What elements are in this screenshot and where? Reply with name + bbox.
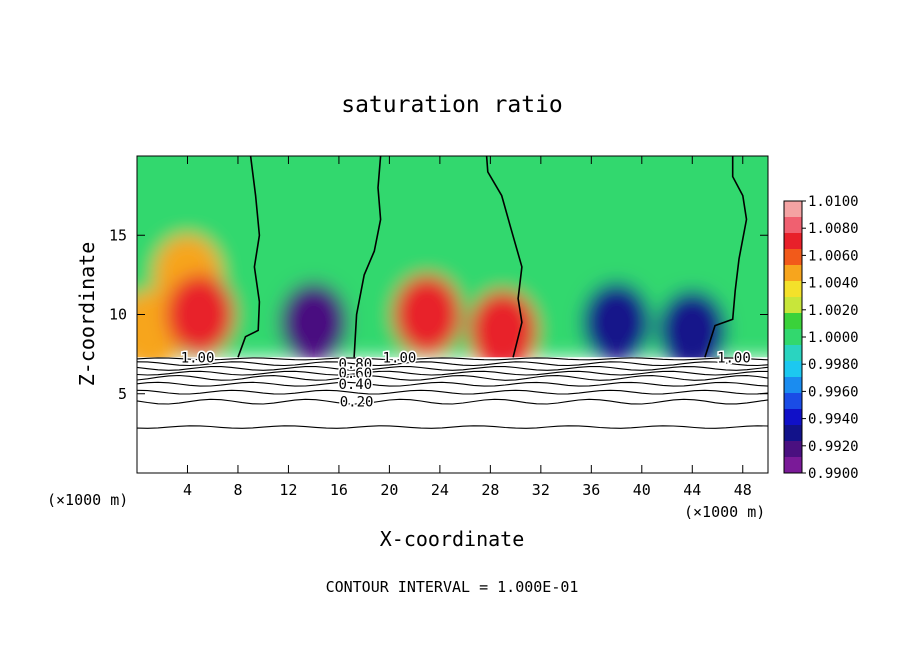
saturation-contour [704, 156, 748, 358]
x-tick-label: 40 [633, 481, 651, 499]
colorbar-swatch [784, 265, 802, 282]
colorbar-label: 1.0000 [808, 330, 859, 346]
colorbar-label: 0.9980 [808, 357, 859, 373]
contour-label: 0.20 [340, 395, 374, 411]
field-point [166, 274, 235, 355]
colorbar-swatch [784, 441, 802, 458]
contour-line [137, 357, 768, 361]
colorbar-swatch [784, 201, 802, 218]
contour-label: 1.00 [717, 350, 751, 366]
colorbar-swatch [784, 377, 802, 394]
colorbar-swatch [784, 249, 802, 266]
field-point [393, 274, 462, 355]
colorbar-swatch [784, 393, 802, 410]
saturation-contour [353, 156, 382, 358]
colorbar-label: 1.0060 [808, 248, 859, 264]
y-axis-label: Z-coordinate [75, 242, 99, 387]
x-tick-label: 20 [380, 481, 398, 499]
field-point [658, 290, 727, 371]
saturation-contour [485, 156, 523, 358]
contour-line [137, 374, 768, 381]
contour-label: 0.60 [338, 366, 372, 382]
colorbar-swatch [784, 313, 802, 330]
colorbar-swatch [784, 425, 802, 442]
colorbar-swatch [784, 457, 802, 474]
colorbar-label: 1.0040 [808, 276, 859, 292]
contour-line [137, 389, 768, 395]
colorbar-label: 1.0020 [808, 303, 859, 319]
x-unit-right: (×1000 m) [684, 503, 765, 521]
colorbar-label: 1.0080 [808, 221, 859, 237]
contour-line [137, 381, 768, 387]
contour-line [137, 361, 768, 367]
field-point [279, 282, 348, 363]
saturation-field [137, 156, 768, 371]
x-axis-label: X-coordinate [380, 527, 525, 551]
contour-line [137, 366, 768, 371]
colorbar-swatch [784, 361, 802, 378]
colorbar-label: 0.9940 [808, 412, 859, 428]
contour-line [137, 425, 768, 429]
colorbar-swatch [784, 233, 802, 250]
field-point [582, 282, 651, 363]
colorbar-swatch [784, 329, 802, 346]
field-point [481, 156, 550, 228]
colorbar-swatch [784, 217, 802, 234]
contours: 1.00 0.800.600.40 0.20 1.00 1.00 [137, 156, 768, 429]
contour-label: 0.40 [338, 377, 372, 393]
saturation-contour [237, 156, 261, 358]
colorbar-label: 0.9960 [808, 384, 859, 400]
y-tick-label: 10 [109, 306, 127, 324]
contour-line [137, 370, 768, 376]
x-tick-label: 12 [279, 481, 297, 499]
colorbar-swatch [784, 297, 802, 314]
x-tick-label: 4 [183, 481, 192, 499]
x-tick-label: 48 [734, 481, 752, 499]
x-tick-label: 28 [481, 481, 499, 499]
x-tick-label: 32 [532, 481, 550, 499]
colorbar-swatch [784, 345, 802, 362]
contour-interval-note: CONTOUR INTERVAL = 1.000E-01 [326, 578, 579, 596]
colorbar-label: 0.9900 [808, 466, 859, 482]
colorbar: 1.0100 1.0080 1.0060 1.0040 1.0020 1.0000 0.99… [783, 194, 859, 482]
colorbar-label: 1.0100 [808, 194, 859, 210]
y-tick-label: 15 [109, 226, 127, 244]
x-tick-label: 36 [582, 481, 600, 499]
contour-label: 1.00 [181, 350, 215, 366]
chart-title: saturation ratio [341, 92, 563, 118]
y-tick-label: 5 [118, 385, 127, 403]
colorbar-label: 0.9920 [808, 439, 859, 455]
x-tick-label: 16 [330, 481, 348, 499]
contour-label: 0.80 [338, 357, 372, 373]
x-tick-label: 44 [683, 481, 701, 499]
plot-area: 1.00 0.800.600.40 0.20 1.00 1.00 [137, 156, 768, 473]
colorbar-swatch [784, 409, 802, 426]
x-unit-left: (×1000 m) [47, 491, 128, 509]
x-tick-label: 24 [431, 481, 449, 499]
x-tick-label: 8 [233, 481, 242, 499]
contour-label: 1.00 [383, 350, 417, 366]
contour-line [137, 398, 768, 405]
colorbar-swatch [784, 281, 802, 298]
